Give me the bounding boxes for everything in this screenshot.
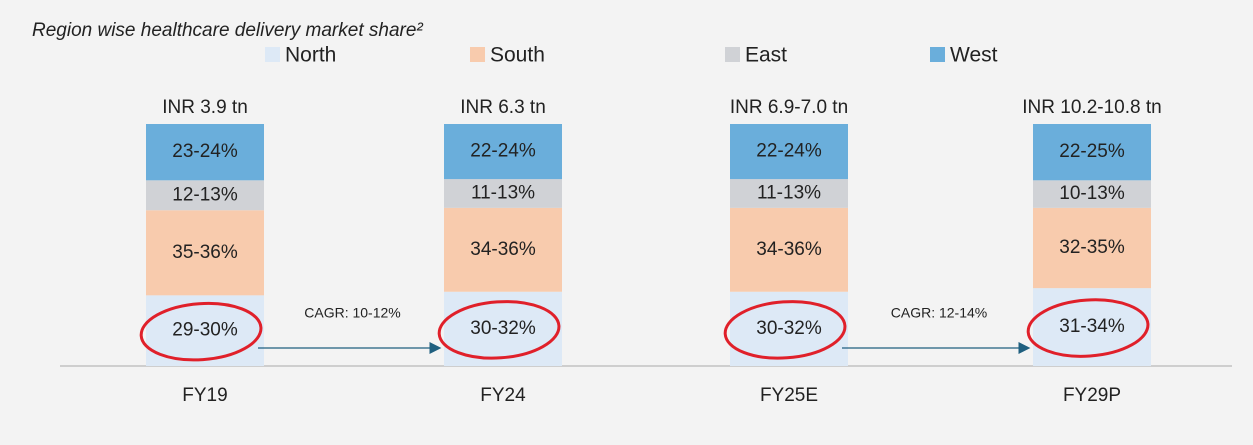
bar-total: INR 3.9 tn — [162, 97, 248, 118]
bar-segment — [146, 124, 264, 181]
cagr-label: CAGR: 12-14% — [891, 305, 987, 321]
bar-total: INR 6.9-7.0 tn — [730, 97, 848, 118]
value-label: 11-13% — [757, 183, 821, 204]
value-label: 31-34% — [1059, 316, 1125, 337]
value-label: 10-13% — [1059, 183, 1125, 204]
legend-label: North — [285, 44, 336, 67]
value-label: 34-36% — [756, 239, 822, 260]
value-label: 32-35% — [1059, 237, 1125, 258]
bar-segment — [1033, 124, 1151, 181]
value-label: 35-36% — [172, 242, 238, 263]
value-label: 23-24% — [172, 141, 238, 162]
bar-segment — [730, 124, 848, 180]
legend-label: South — [490, 44, 545, 67]
legend-swatch — [470, 47, 485, 62]
bar-segment — [1033, 180, 1151, 208]
value-label: 29-30% — [172, 320, 238, 341]
highlight-circle — [1026, 298, 1150, 358]
bar-segment — [146, 210, 264, 296]
bar-segment — [146, 180, 264, 211]
legend-swatch — [930, 47, 945, 62]
highlight-circle — [437, 300, 561, 360]
value-label: 30-32% — [470, 318, 536, 339]
x-tick-label: FY19 — [182, 385, 227, 406]
bar-segment — [444, 124, 562, 180]
value-label: 22-24% — [470, 141, 536, 162]
bar-total: INR 10.2-10.8 tn — [1022, 97, 1161, 118]
x-tick-label: FY24 — [480, 385, 526, 406]
bar-segment — [730, 207, 848, 292]
highlight-circle — [723, 300, 847, 360]
x-tick-label: FY25E — [760, 385, 818, 406]
legend-swatch — [265, 47, 280, 62]
bar-segment — [730, 179, 848, 208]
bar-segment — [146, 295, 264, 366]
value-label: 11-13% — [471, 183, 535, 204]
x-tick-label: FY29P — [1063, 385, 1121, 406]
value-label: 22-24% — [756, 141, 822, 162]
bar-segment — [1033, 207, 1151, 289]
legend-label: East — [745, 44, 787, 67]
value-label: 12-13% — [172, 184, 238, 205]
highlight-circle — [139, 301, 263, 362]
bar-segment — [444, 179, 562, 208]
value-label: 22-25% — [1059, 141, 1125, 162]
value-label: 34-36% — [470, 239, 536, 260]
bar-segment — [444, 207, 562, 292]
chart-title: Region wise healthcare delivery market s… — [32, 20, 423, 41]
legend-label: West — [950, 44, 998, 67]
bar-total: INR 6.3 tn — [460, 97, 546, 118]
cagr-label: CAGR: 10-12% — [304, 305, 400, 321]
value-label: 30-32% — [756, 318, 822, 339]
legend-swatch — [725, 47, 740, 62]
